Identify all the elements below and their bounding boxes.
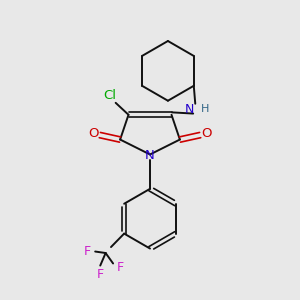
Text: O: O xyxy=(88,127,98,140)
Text: Cl: Cl xyxy=(103,88,116,102)
Text: N: N xyxy=(145,148,155,162)
Text: O: O xyxy=(202,127,212,140)
Text: H: H xyxy=(201,104,209,114)
Text: F: F xyxy=(97,268,104,281)
Text: F: F xyxy=(83,245,90,258)
Text: F: F xyxy=(117,262,124,275)
Text: N: N xyxy=(184,103,194,116)
